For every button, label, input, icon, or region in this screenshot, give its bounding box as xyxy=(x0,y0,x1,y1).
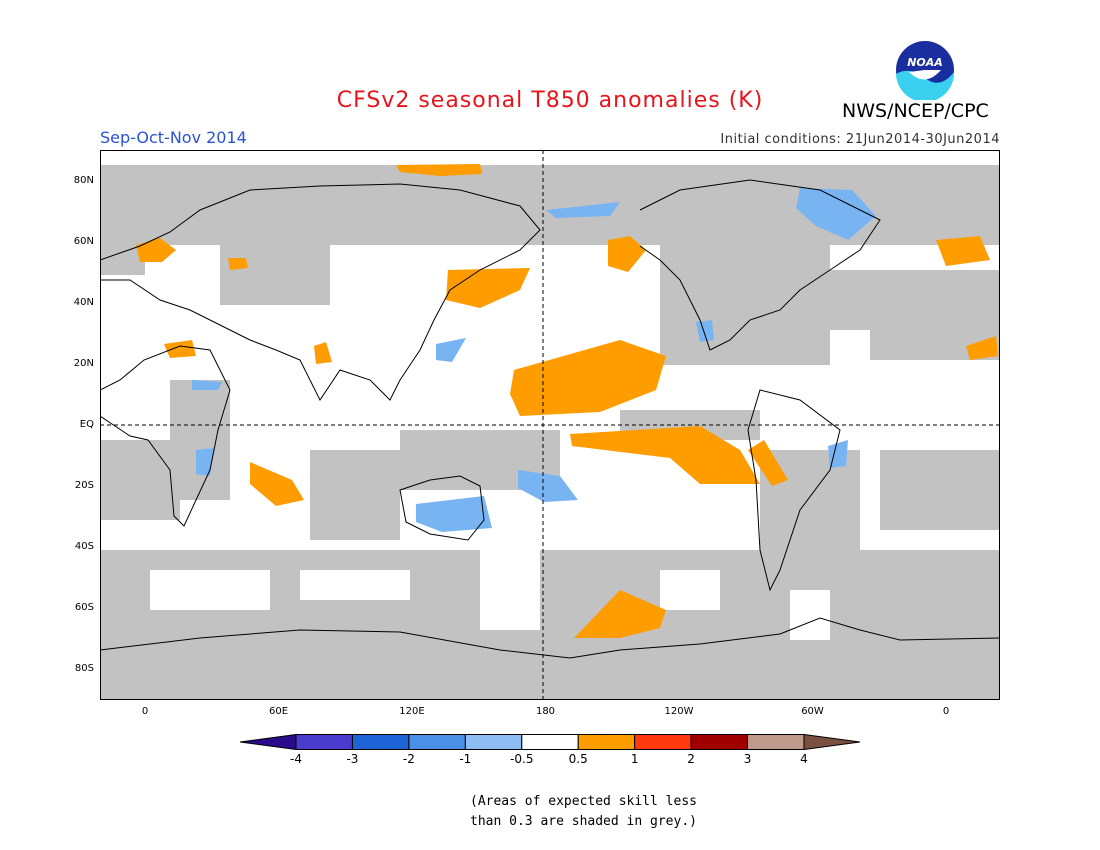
colorbar-label: 4 xyxy=(800,752,808,766)
latitude-label: 60N xyxy=(73,236,94,247)
colorbar-label: 0.5 xyxy=(568,752,588,766)
colorbar-segment xyxy=(521,734,579,750)
longitude-label: 60E xyxy=(268,706,289,717)
colorbar-segment xyxy=(408,734,466,750)
longitude-label: 0 xyxy=(141,706,149,717)
longitude-label: 60W xyxy=(801,706,824,717)
map-title: CFSv2 seasonal T850 anomalies (K) xyxy=(336,88,764,113)
agency-label: NWS/NCEP/CPC xyxy=(842,100,989,122)
warm-anomaly-regions xyxy=(136,164,998,638)
latitude-label: 80N xyxy=(73,175,94,186)
skill-note: (Areas of expected skill less than 0.3 a… xyxy=(470,794,697,829)
colorbar-label: -2 xyxy=(402,752,415,766)
colorbar-segment xyxy=(351,734,410,750)
colorbar-label: -0.5 xyxy=(510,752,534,766)
cool-anomaly-regions xyxy=(192,188,876,532)
colorbar-label: -3 xyxy=(346,752,359,766)
latitude-label: 20S xyxy=(74,480,94,491)
svg-text:NOAA: NOAA xyxy=(907,56,943,69)
colorbar-segment xyxy=(634,734,692,750)
latitude-label: EQ xyxy=(79,419,94,430)
latitude-label: 20N xyxy=(73,358,94,369)
colorbar-segment xyxy=(577,734,636,750)
colorbar-label: 2 xyxy=(687,752,695,766)
colorbar-label: -4 xyxy=(290,752,302,766)
colorbar-segment xyxy=(464,734,523,750)
colorbar-label: 1 xyxy=(630,752,639,766)
colorbar xyxy=(240,734,860,750)
colorbar-label: -1 xyxy=(459,752,472,766)
coastlines xyxy=(100,179,1000,659)
latitude-label: 40N xyxy=(73,297,94,308)
latitude-label: 80S xyxy=(74,663,94,674)
longitude-label: 180 xyxy=(535,706,556,717)
longitude-label: 0 xyxy=(942,706,950,717)
noaa-logo-icon: NOAA xyxy=(896,41,955,100)
colorbar-label: 3 xyxy=(743,752,752,766)
latitude-label: 40S xyxy=(74,541,94,552)
initial-conditions: Initial conditions: 21Jun2014-30Jun2014 xyxy=(720,132,1000,147)
longitude-label: 120E xyxy=(399,706,425,717)
colorbar-segment xyxy=(747,734,805,750)
latitude-label: 60S xyxy=(74,602,94,613)
colorbar-segment xyxy=(240,734,297,750)
colorbar-segment xyxy=(803,734,860,750)
colorbar-segment xyxy=(690,734,749,750)
world-map xyxy=(100,150,1000,700)
forecast-period: Sep-Oct-Nov 2014 xyxy=(100,128,247,147)
colorbar-segment xyxy=(295,734,353,750)
longitude-label: 120W xyxy=(664,706,694,717)
